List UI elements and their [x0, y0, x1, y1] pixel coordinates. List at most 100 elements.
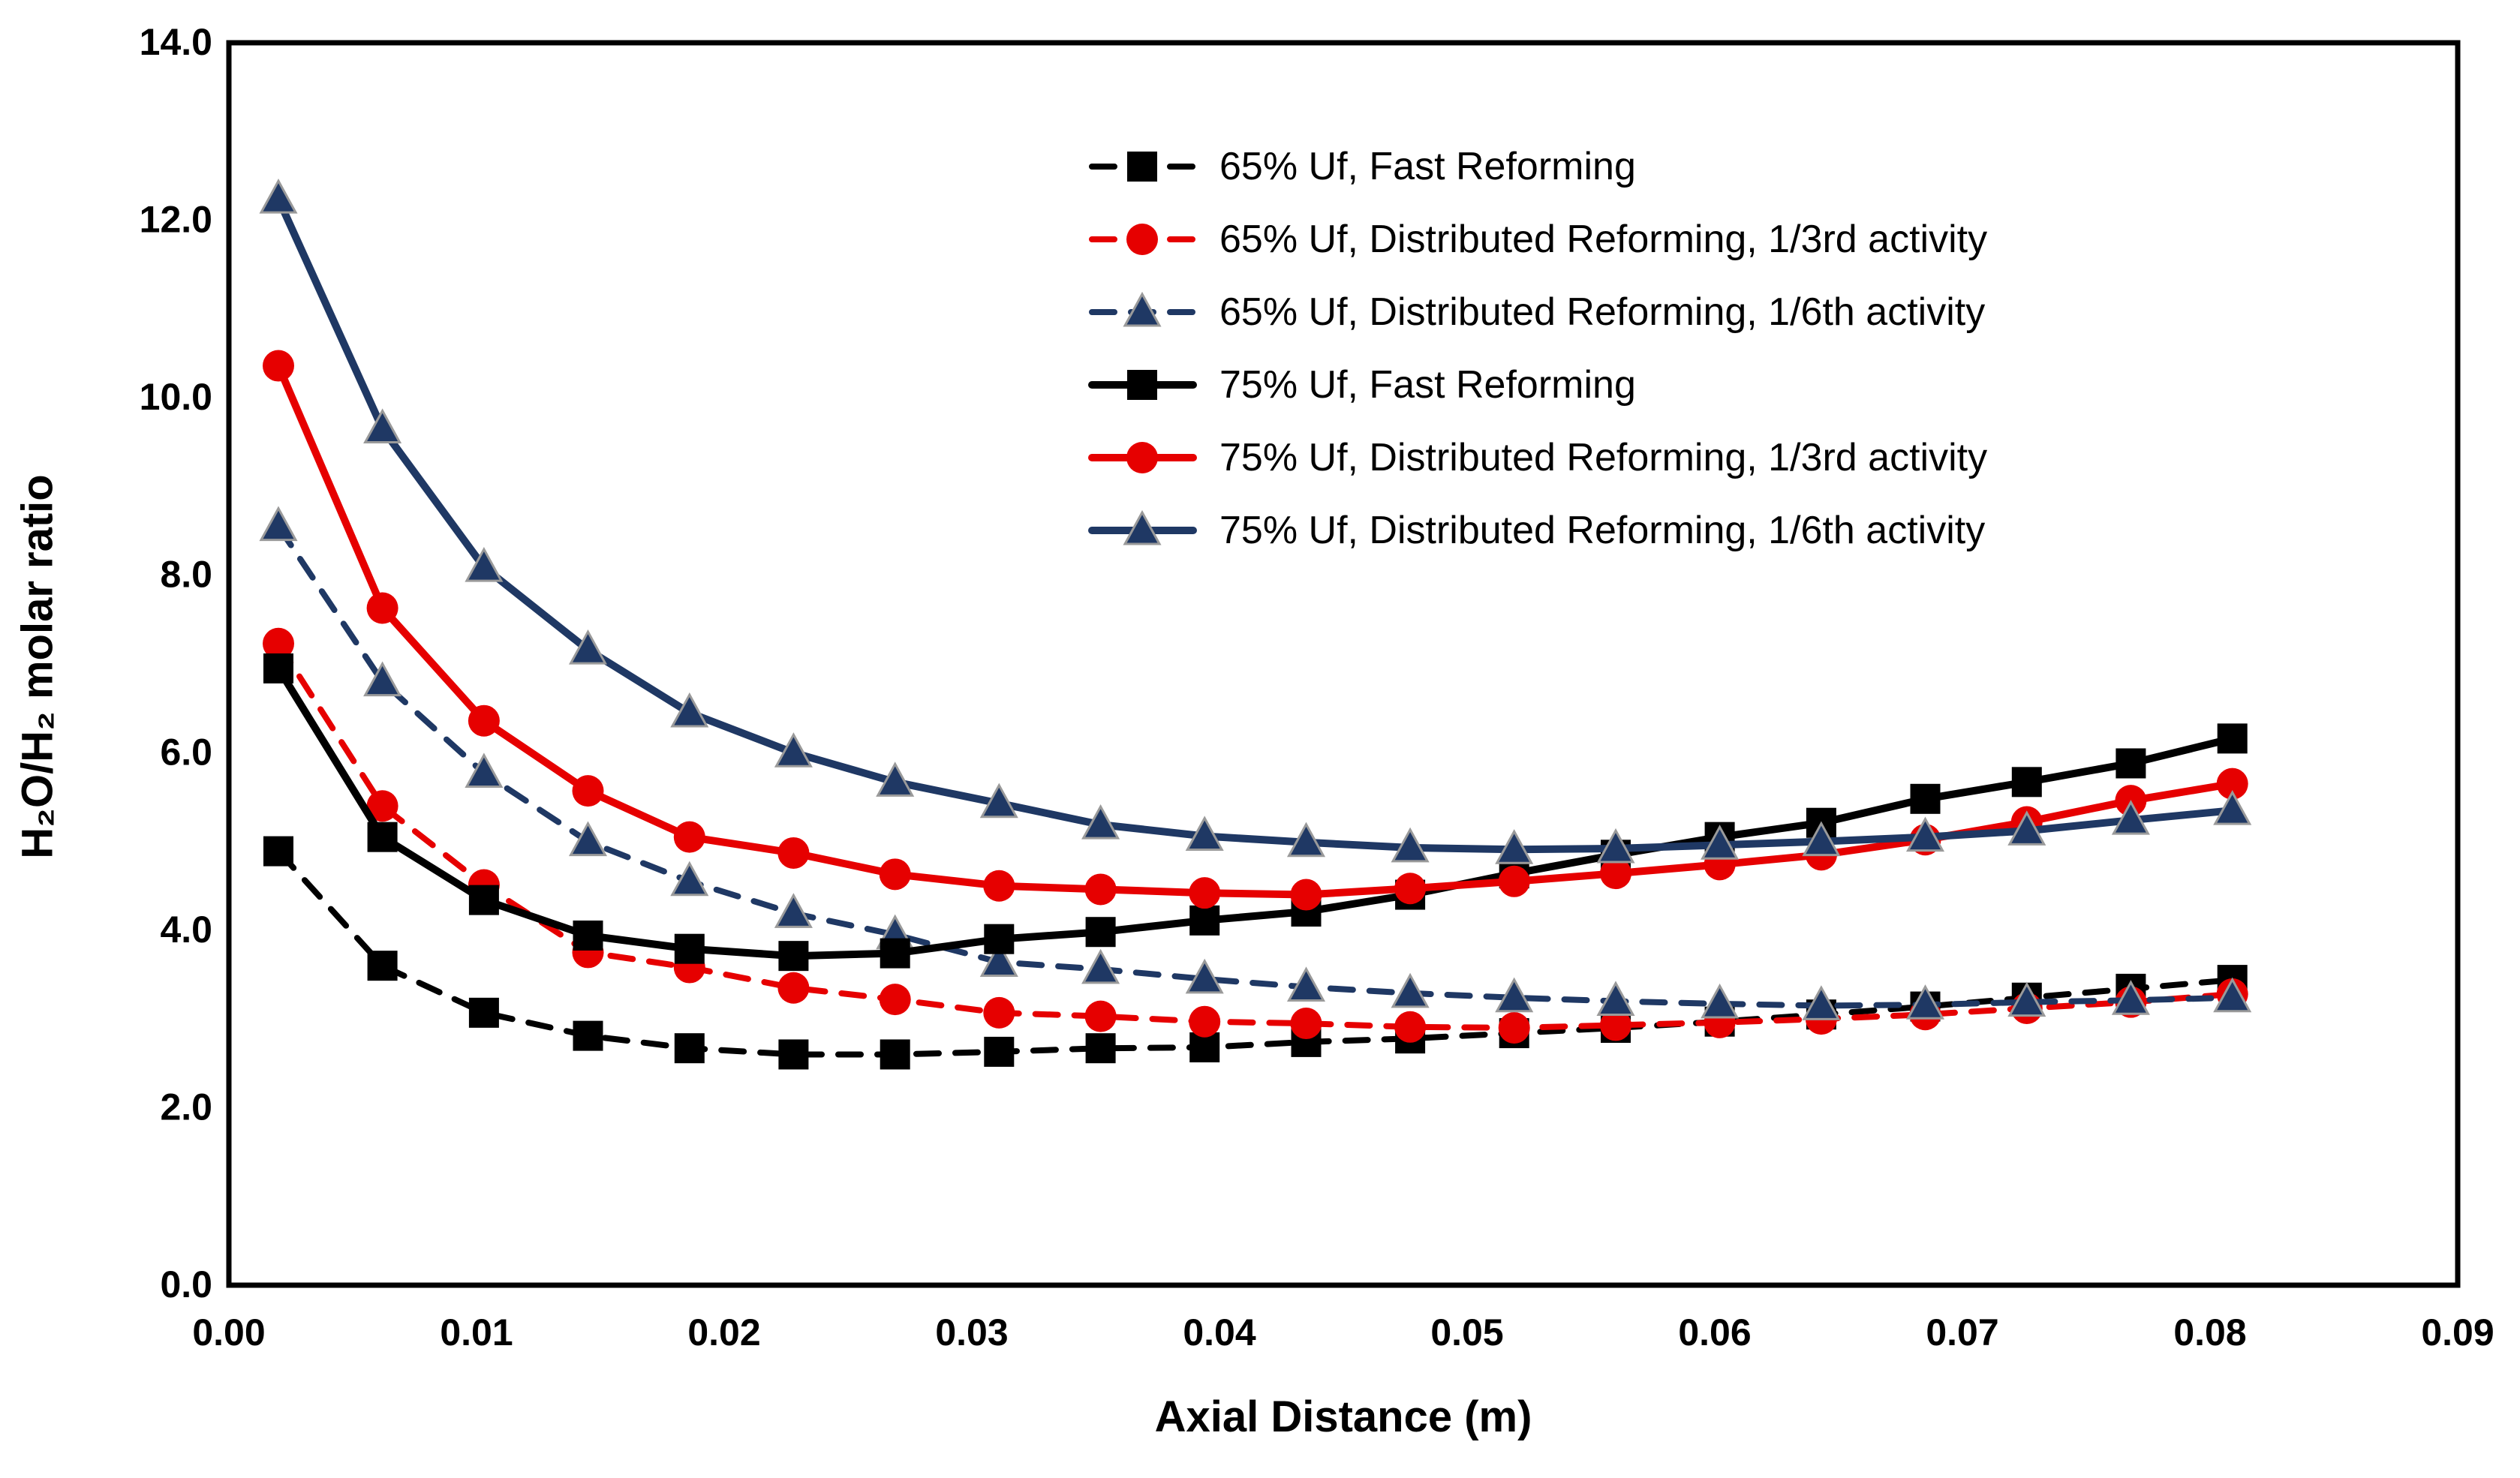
series-marker-4 — [1189, 905, 1220, 936]
x-tick-label: 0.06 — [1678, 1311, 1751, 1353]
series-marker-6 — [2213, 790, 2252, 825]
y-axis-title: H₂O/H₂ molar ratio — [13, 474, 62, 859]
legend-sample-marker-2 — [1126, 224, 1158, 255]
series-marker-6 — [1185, 816, 1224, 851]
series-marker-3 — [1905, 984, 1945, 1020]
x-axis-title: Axial Distance (m) — [1154, 1392, 1532, 1441]
series-marker-5 — [468, 704, 500, 737]
series-marker-6 — [259, 179, 298, 214]
series-marker-5 — [572, 775, 604, 807]
series-marker-4 — [367, 822, 398, 852]
series-marker-6 — [876, 762, 915, 797]
series-marker-1 — [263, 836, 293, 867]
x-tick-label: 0.08 — [2173, 1311, 2246, 1353]
series-marker-2 — [263, 627, 294, 659]
y-tick-label: 8.0 — [160, 554, 212, 596]
series-marker-6 — [363, 408, 402, 444]
series-marker-5 — [2216, 768, 2248, 800]
x-tick-label: 0.03 — [935, 1311, 1008, 1353]
y-tick-label: 6.0 — [160, 731, 212, 773]
series-line-4 — [275, 664, 2236, 960]
series-marker-4 — [2217, 723, 2248, 754]
series-marker-3 — [568, 821, 608, 857]
legend-sample-marker-6 — [1123, 509, 1162, 545]
series-marker-4 — [1085, 917, 1116, 948]
series-marker-6 — [465, 546, 504, 582]
series-marker-5 — [879, 858, 911, 891]
series-marker-3 — [2007, 981, 2046, 1017]
legend-sample-marker-1 — [1127, 152, 1157, 182]
series-marker-2 — [1084, 1000, 1117, 1032]
series-marker-2 — [1394, 1011, 1427, 1043]
legend-label-2: 65% Uf, Distributed Reforming, 1/3rd act… — [1219, 218, 1987, 261]
series-marker-6 — [1905, 816, 1945, 852]
series-marker-2 — [1290, 1008, 1322, 1040]
series-marker-3 — [1185, 958, 1224, 994]
series-marker-4 — [984, 924, 1015, 954]
series-marker-3 — [670, 861, 709, 897]
series-marker-3 — [465, 753, 504, 788]
series-line-5 — [275, 362, 2236, 899]
series-marker-4 — [263, 653, 293, 683]
series-marker-5 — [1498, 865, 1530, 897]
series-marker-6 — [1701, 825, 1740, 860]
series-marker-1 — [880, 1039, 910, 1070]
series-marker-2 — [1498, 1011, 1530, 1044]
series-marker-2 — [1189, 1005, 1221, 1038]
plot-border — [226, 40, 2461, 1288]
legend-label-4: 75% Uf, Fast Reforming — [1219, 363, 1636, 407]
series-marker-6 — [979, 783, 1018, 819]
series-marker-3 — [1081, 948, 1120, 984]
series-marker-6 — [1495, 829, 1534, 864]
series-marker-1 — [468, 997, 499, 1028]
series-marker-3 — [1391, 972, 1430, 1008]
series-marker-3 — [2213, 977, 2252, 1013]
legend-sample-marker-3 — [1123, 291, 1162, 327]
series-line-3 — [275, 523, 2236, 1009]
legend-label-1: 65% Uf, Fast Reforming — [1219, 145, 1636, 188]
series-marker-4 — [2011, 767, 2042, 798]
series-marker-5 — [673, 821, 705, 853]
series-marker-1 — [674, 1033, 705, 1064]
series-marker-1 — [984, 1036, 1015, 1067]
x-tick-label: 0.02 — [687, 1311, 760, 1353]
series-marker-1 — [573, 1020, 603, 1051]
legend-sample-marker-4 — [1127, 370, 1157, 400]
series-marker-2 — [879, 984, 911, 1016]
y-tick-label: 4.0 — [160, 909, 212, 951]
series-marker-3 — [363, 661, 402, 697]
series-line-1 — [275, 848, 2236, 1058]
series-marker-6 — [1081, 804, 1120, 840]
series-marker-5 — [983, 870, 1015, 902]
legend-label-5: 75% Uf, Distributed Reforming, 1/3rd act… — [1219, 436, 1987, 479]
series-marker-2 — [983, 996, 1015, 1029]
series-marker-3 — [1701, 983, 1740, 1019]
series-marker-6 — [1286, 822, 1326, 858]
series-marker-6 — [1596, 828, 1635, 864]
series-line-6 — [275, 195, 2236, 854]
y-tick-label: 14.0 — [140, 21, 212, 63]
series-marker-2 — [777, 972, 810, 1004]
series-marker-4 — [880, 938, 910, 969]
series-marker-4 — [573, 920, 603, 951]
series-marker-2 — [1600, 1009, 1631, 1041]
series-marker-6 — [670, 692, 709, 728]
series-marker-4 — [1910, 783, 1941, 814]
series-marker-5 — [1189, 877, 1221, 909]
x-tick-label: 0.01 — [440, 1311, 513, 1353]
legend-label-3: 65% Uf, Distributed Reforming, 1/6th act… — [1219, 290, 1985, 334]
x-tick-label: 0.07 — [1926, 1311, 1998, 1353]
x-tick-label: 0.09 — [2421, 1311, 2494, 1353]
series-marker-5 — [1600, 858, 1631, 890]
series-marker-5 — [1290, 879, 1322, 911]
series-marker-3 — [1596, 981, 1635, 1016]
series-marker-3 — [1286, 966, 1326, 1002]
series-marker-4 — [2116, 748, 2146, 779]
series-marker-3 — [2111, 980, 2150, 1015]
series-marker-1 — [778, 1039, 809, 1070]
y-tick-label: 2.0 — [160, 1086, 212, 1128]
x-tick-label: 0.04 — [1183, 1311, 1256, 1353]
series-marker-6 — [568, 629, 608, 665]
